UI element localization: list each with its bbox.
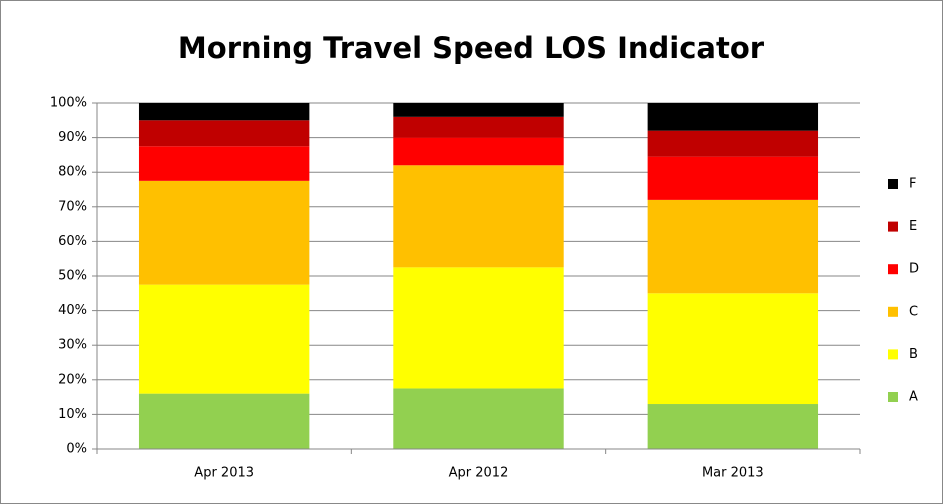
legend-label: A: [909, 390, 918, 405]
y-tick-label: 30%: [58, 338, 87, 353]
bar-segment: [393, 388, 564, 449]
bar-segment: [647, 199, 819, 294]
bar-segment: [393, 137, 564, 166]
bar-segment: [393, 116, 564, 138]
bar-segment: [138, 103, 310, 121]
legend-label: B: [909, 347, 918, 362]
bar-segment: [647, 103, 819, 131]
bar-segment: [138, 180, 310, 285]
legend-swatch: [888, 392, 898, 402]
y-tick-label: 0%: [66, 442, 87, 457]
y-tick-label: 50%: [58, 269, 87, 284]
legend-swatch: [888, 179, 898, 189]
x-tick-label: Apr 2013: [194, 466, 254, 481]
y-tick-label: 100%: [50, 96, 87, 111]
y-tick-label: 40%: [58, 303, 87, 318]
y-tick-label: 20%: [58, 372, 87, 387]
bar-segment: [647, 130, 819, 157]
y-tick-label: 90%: [58, 130, 87, 145]
legend-swatch: [888, 349, 898, 360]
legend-swatch: [888, 306, 898, 317]
legend-label: F: [909, 177, 916, 192]
legend-swatch: [888, 264, 898, 275]
bar-segment: [647, 156, 819, 200]
y-tick-label: 80%: [58, 165, 87, 180]
x-tick-label: Mar 2013: [702, 466, 764, 481]
y-tick-label: 70%: [58, 199, 87, 214]
bar-segment: [393, 103, 564, 117]
x-tick-label: Apr 2012: [449, 466, 509, 481]
legend-label: D: [909, 262, 919, 277]
bar-segment: [138, 393, 310, 449]
bar-segment: [138, 284, 310, 394]
legend-label: C: [909, 304, 918, 319]
bar-segment: [647, 293, 819, 405]
bar-segment: [138, 146, 310, 181]
bar-segment: [138, 120, 310, 147]
y-tick-label: 60%: [58, 234, 87, 249]
legend-swatch: [888, 221, 898, 232]
bar-segment: [393, 267, 564, 389]
bar-segment: [647, 404, 819, 449]
legend-label: E: [909, 219, 917, 234]
bar-segment: [393, 165, 564, 268]
y-tick-label: 10%: [58, 407, 87, 422]
chart-title: Morning Travel Speed LOS Indicator: [178, 31, 765, 65]
